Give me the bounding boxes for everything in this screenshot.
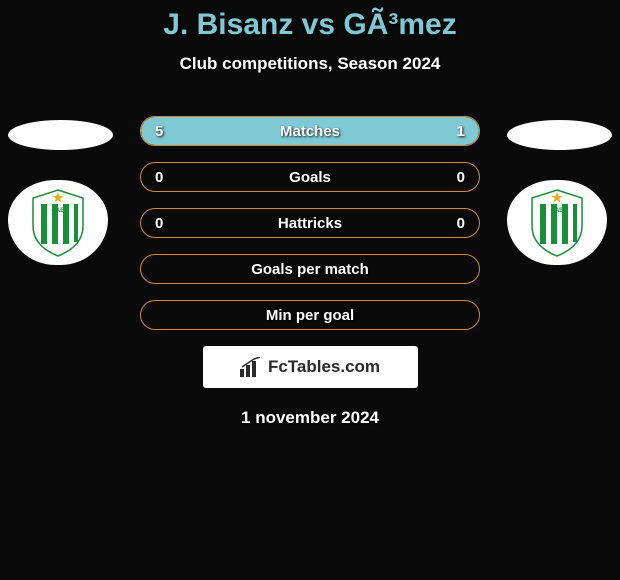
stat-row-hattricks: 00Hattricks <box>140 208 480 238</box>
left-club-badge: CAB <box>8 180 108 265</box>
stat-label: Matches <box>141 123 479 140</box>
stat-row-matches: 51Matches <box>140 116 480 146</box>
right-player-area: CAB <box>507 120 612 265</box>
page-title: J. Bisanz vs GÃ³mez <box>0 8 620 42</box>
branding-text: FcTables.com <box>268 357 380 377</box>
stat-label: Goals <box>141 169 479 186</box>
left-player-photo-placeholder <box>8 120 113 150</box>
date-text: 1 november 2024 <box>0 408 620 428</box>
subtitle: Club competitions, Season 2024 <box>0 54 620 74</box>
right-club-badge: CAB <box>507 180 607 265</box>
left-player-area: CAB <box>8 120 113 265</box>
stat-row-goals: 00Goals <box>140 162 480 192</box>
stats-section: 51Matches 00Goals 00Hattricks Goals per mat… <box>140 116 480 330</box>
stat-label: Goals per match <box>141 261 479 278</box>
stat-label: Hattricks <box>141 215 479 232</box>
svg-text:CAB: CAB <box>551 208 565 214</box>
svg-text:CAB: CAB <box>52 208 66 214</box>
right-player-photo-placeholder <box>507 120 612 150</box>
branding-box: FcTables.com <box>203 346 418 388</box>
stat-label: Min per goal <box>141 307 479 324</box>
stat-row-goals-per-match: Goals per match <box>140 254 480 284</box>
stat-row-min-per-goal: Min per goal <box>140 300 480 330</box>
chart-icon <box>240 357 262 377</box>
